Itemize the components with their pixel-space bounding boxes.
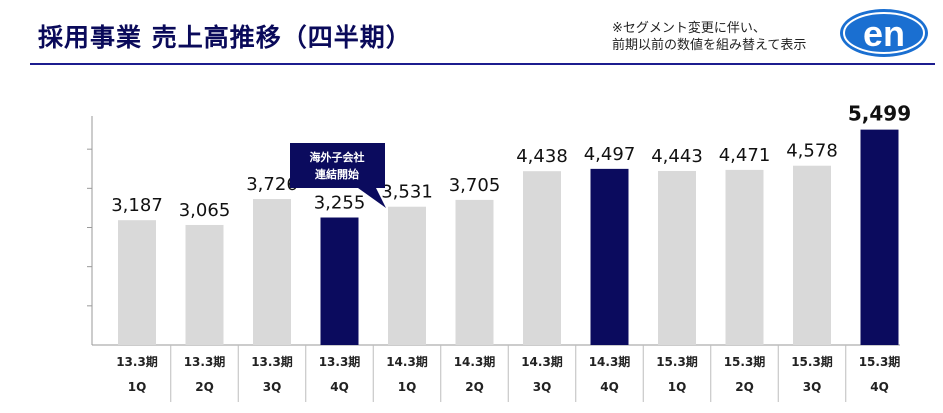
x-tick-quarter: 1Q	[668, 380, 687, 394]
callout-line-1: 海外子会社	[310, 150, 365, 164]
x-tick-period: 15.3期	[656, 354, 698, 369]
bar	[658, 170, 696, 345]
bar	[388, 206, 426, 345]
x-tick-period: 15.3期	[724, 354, 766, 369]
callout-line-2: 連結開始	[315, 167, 359, 181]
x-tick-quarter: 2Q	[465, 380, 484, 394]
x-tick-period: 13.3期	[251, 354, 293, 369]
x-tick-quarter: 1Q	[128, 380, 147, 394]
x-tick-quarter: 4Q	[600, 380, 619, 394]
data-label: 4,578	[786, 141, 838, 162]
bar	[253, 199, 291, 345]
bar	[320, 217, 359, 345]
x-tick-quarter: 4Q	[870, 380, 889, 394]
x-tick-quarter: 1Q	[398, 380, 417, 394]
x-tick-quarter: 4Q	[330, 380, 349, 394]
data-label: 4,471	[719, 145, 771, 166]
x-tick-period: 14.3期	[589, 354, 631, 369]
x-tick-quarter: 3Q	[263, 380, 282, 394]
en-logo: en	[840, 9, 928, 57]
x-tick-period: 13.3期	[319, 354, 361, 369]
note-line-1: ※セグメント変更に伴い、	[612, 21, 766, 36]
bar	[590, 168, 629, 345]
bar	[455, 199, 494, 345]
x-tick-period: 13.3期	[184, 354, 226, 369]
data-label: 3,065	[179, 200, 231, 221]
bar	[793, 165, 831, 345]
x-tick-quarter: 3Q	[803, 380, 822, 394]
consolidation-callout-box	[290, 143, 386, 208]
x-tick-period: 13.3期	[116, 354, 158, 369]
x-tick-quarter: 2Q	[735, 380, 754, 394]
x-tick-period: 14.3期	[386, 354, 428, 369]
data-label: 4,443	[651, 146, 703, 167]
data-label: 3,531	[381, 182, 433, 203]
data-label: 3,255	[314, 193, 366, 214]
data-label: 5,499	[848, 102, 911, 126]
x-tick-period: 14.3期	[521, 354, 563, 369]
segment-change-note: ※セグメント変更に伴い、 前期以前の数値を組み替えて表示	[612, 20, 806, 54]
x-tick-period: 15.3期	[791, 354, 833, 369]
data-label: 3,187	[111, 195, 163, 216]
data-label: 4,497	[584, 144, 636, 165]
bar	[725, 169, 764, 345]
bar	[860, 129, 899, 345]
x-tick-period: 14.3期	[454, 354, 496, 369]
x-tick-quarter: 2Q	[195, 380, 214, 394]
bar	[523, 171, 561, 345]
bar	[185, 224, 224, 345]
x-tick-quarter: 3Q	[533, 380, 552, 394]
note-line-2: 前期以前の数値を組み替えて表示	[612, 38, 807, 53]
bar	[118, 220, 156, 345]
x-tick-period: 15.3期	[859, 354, 901, 369]
page-title: 採用事業 売上高推移（四半期）	[38, 23, 412, 52]
data-label: 3,705	[449, 175, 501, 196]
header-divider	[30, 63, 935, 65]
logo-text: en	[863, 13, 905, 54]
data-label: 3,726	[246, 174, 298, 195]
data-label: 4,438	[516, 146, 568, 167]
